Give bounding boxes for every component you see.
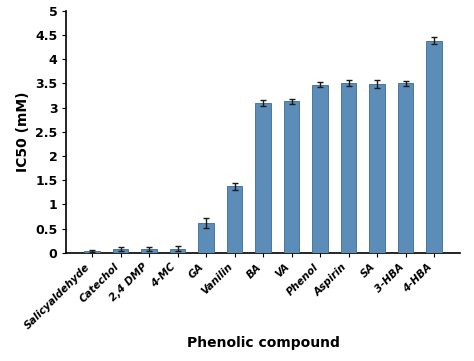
Bar xyxy=(84,251,100,253)
Bar xyxy=(398,83,413,253)
Bar xyxy=(198,223,214,253)
X-axis label: Phenolic compound: Phenolic compound xyxy=(187,336,339,351)
Bar xyxy=(227,186,242,253)
Bar xyxy=(255,103,271,253)
Bar xyxy=(170,249,185,253)
Y-axis label: IC50 (mM): IC50 (mM) xyxy=(16,92,29,172)
Bar xyxy=(284,101,300,253)
Bar xyxy=(369,84,385,253)
Bar xyxy=(341,83,356,253)
Bar xyxy=(426,41,442,253)
Bar xyxy=(312,85,328,253)
Bar xyxy=(141,249,157,253)
Bar xyxy=(113,249,128,253)
